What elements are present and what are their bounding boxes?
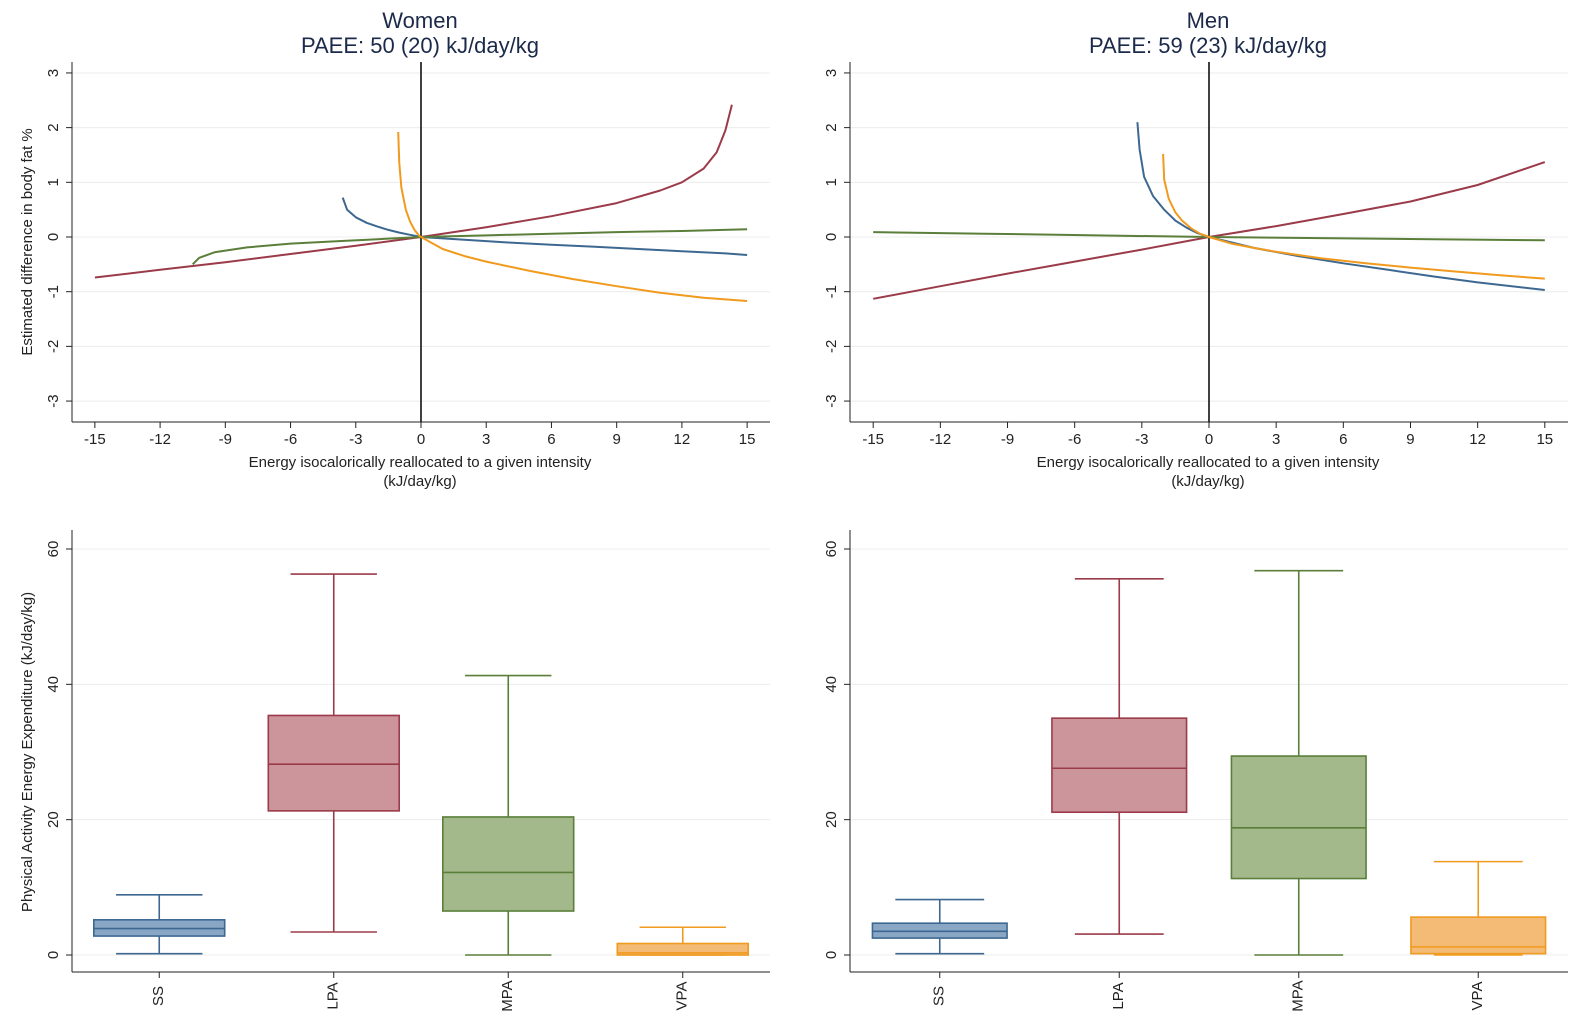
women-y-tick-label: 1 — [45, 178, 62, 186]
women-x-tick-label: 3 — [482, 431, 490, 448]
women-x-tick-label: 6 — [547, 431, 555, 448]
women-panel-title: Women — [382, 8, 457, 33]
men-series-ss-line — [1136, 122, 1545, 291]
women-series-vpa-line — [397, 131, 748, 302]
men-y-tick-label: -1 — [823, 285, 840, 298]
men-x-tick-label: -3 — [1135, 431, 1148, 448]
women-y-tick-label: -2 — [45, 340, 62, 353]
women-y-tick-label: -3 — [45, 394, 62, 407]
women-box-y-tick-label: 0 — [45, 951, 62, 959]
men-x-tick-label: 15 — [1536, 431, 1553, 448]
men-x-tick-label: -6 — [1068, 431, 1081, 448]
men-x-tick-label: 12 — [1469, 431, 1486, 448]
women-box-category-label-vpa: VPA — [674, 982, 691, 1011]
women-y-tick-label: 2 — [45, 123, 62, 131]
women-y-axis-label: Estimated difference in body fat % — [19, 128, 36, 355]
women-line-panel: Women PAEE: 50 (20) kJ/day/kg Energy iso… — [19, 8, 770, 490]
women-box-category-label-ss: SS — [150, 986, 167, 1006]
men-y-tick-label: -3 — [823, 394, 840, 407]
women-box-lpa-box — [267, 714, 400, 812]
men-x-axis-label-units: (kJ/day/kg) — [1171, 473, 1244, 490]
women-box-vpa-box — [616, 942, 749, 956]
men-x-tick-label: 0 — [1205, 431, 1213, 448]
women-series-ss-line — [341, 197, 748, 256]
women-box-y-tick-label: 40 — [45, 676, 62, 693]
women-box-category-label-mpa: MPA — [499, 980, 516, 1011]
women-y-tick-label: 3 — [45, 69, 62, 77]
women-x-tick-label: 15 — [739, 431, 756, 448]
women-x-tick-label: -12 — [149, 431, 171, 448]
men-x-tick-label: 3 — [1272, 431, 1280, 448]
men-y-tick-label: 0 — [823, 233, 840, 241]
women-box-y-axis-label: Physical Activity Energy Expenditure (kJ… — [19, 592, 36, 912]
men-box-category-label-ss: SS — [931, 986, 948, 1006]
women-x-tick-label: -15 — [84, 431, 106, 448]
women-series-mpa-line — [191, 228, 748, 266]
men-box-category-label-vpa: VPA — [1469, 982, 1486, 1011]
men-y-tick-label: 3 — [823, 69, 840, 77]
women-box-y-tick-label: 20 — [45, 811, 62, 828]
women-x-tick-label: 0 — [417, 431, 425, 448]
men-box-y-tick-label: 0 — [823, 951, 840, 959]
women-y-tick-label: 0 — [45, 233, 62, 241]
men-box-vpa-box — [1410, 916, 1547, 955]
men-box-panel: 0 20 40 60 SS LPA MPA VPA — [823, 530, 1568, 1012]
men-box-mpa-box — [1230, 755, 1367, 880]
men-x-tick-label: -9 — [1001, 431, 1014, 448]
men-y-tick-label: 1 — [823, 178, 840, 186]
men-panel-subtitle: PAEE: 59 (23) kJ/day/kg — [1089, 33, 1327, 58]
women-x-tick-label: 12 — [674, 431, 691, 448]
men-box-y-tick-label: 20 — [823, 811, 840, 828]
men-x-tick-label: 6 — [1339, 431, 1347, 448]
women-series-lpa-line — [94, 104, 733, 279]
women-x-tick-label: -6 — [284, 431, 297, 448]
men-box-lpa-box — [1051, 717, 1188, 814]
women-x-tick-label: 9 — [613, 431, 621, 448]
men-y-tick-label: 2 — [823, 123, 840, 131]
men-box-y-tick-label: 60 — [823, 541, 840, 558]
men-panel-title: Men — [1187, 8, 1230, 33]
women-box-panel: Physical Activity Energy Expenditure (kJ… — [19, 530, 770, 1012]
men-box-category-label-lpa: LPA — [1110, 982, 1127, 1009]
men-x-tick-label: 9 — [1406, 431, 1414, 448]
men-box-y-tick-label: 40 — [823, 676, 840, 693]
men-x-tick-label: -15 — [862, 431, 884, 448]
men-x-axis-label: Energy isocalorically reallocated to a g… — [1037, 454, 1380, 471]
men-series-vpa-line — [1162, 153, 1545, 280]
women-panel-subtitle: PAEE: 50 (20) kJ/day/kg — [301, 33, 539, 58]
women-x-axis-label: Energy isocalorically reallocated to a g… — [249, 454, 592, 471]
men-x-tick-label: -12 — [930, 431, 952, 448]
women-x-tick-label: -9 — [219, 431, 232, 448]
women-x-axis-label-units: (kJ/day/kg) — [383, 473, 456, 490]
men-box-category-label-mpa: MPA — [1290, 980, 1307, 1011]
women-box-category-label-lpa: LPA — [325, 982, 342, 1009]
women-y-tick-label: -1 — [45, 285, 62, 298]
men-line-panel: Men PAEE: 59 (23) kJ/day/kg Energy isoca… — [823, 8, 1568, 490]
women-box-mpa-box — [442, 816, 575, 912]
men-y-tick-label: -2 — [823, 340, 840, 353]
women-box-y-tick-label: 60 — [45, 541, 62, 558]
women-x-tick-label: -3 — [349, 431, 362, 448]
